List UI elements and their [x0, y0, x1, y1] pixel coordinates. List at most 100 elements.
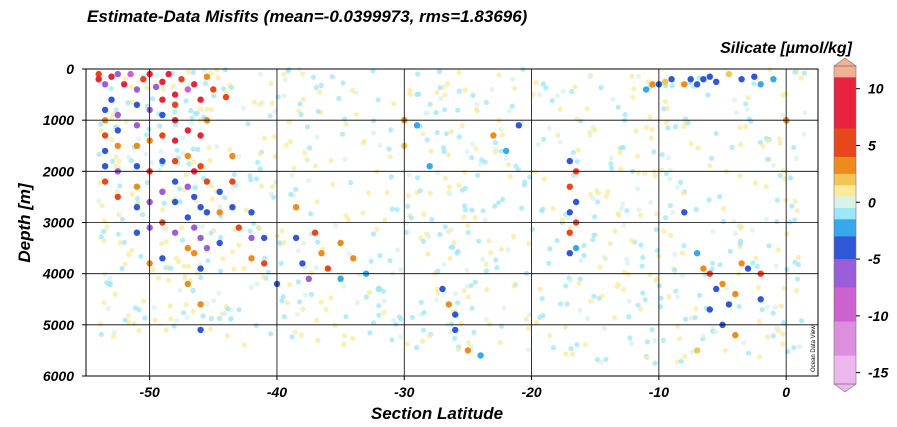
- faint-point: [505, 162, 511, 168]
- faint-point: [591, 232, 597, 238]
- faint-point: [626, 314, 632, 320]
- data-point: [191, 193, 198, 201]
- faint-point: [146, 126, 152, 132]
- faint-point: [469, 207, 475, 213]
- faint-point: [635, 302, 641, 308]
- data-point: [133, 204, 141, 211]
- faint-point: [300, 96, 306, 102]
- faint-point: [405, 192, 412, 199]
- faint-point: [268, 80, 274, 86]
- data-point: [732, 290, 739, 298]
- faint-point: [281, 314, 287, 320]
- faint-point: [222, 310, 228, 317]
- faint-point: [228, 84, 234, 91]
- faint-point: [398, 316, 404, 322]
- faint-point: [224, 333, 231, 339]
- data-point: [159, 157, 166, 165]
- faint-point: [387, 154, 393, 160]
- faint-point: [665, 105, 671, 111]
- faint-point: [672, 267, 678, 273]
- faint-point: [639, 263, 645, 269]
- faint-point: [97, 180, 103, 186]
- data-point: [248, 255, 255, 262]
- faint-point: [295, 279, 301, 285]
- faint-point: [506, 108, 512, 114]
- faint-point: [209, 196, 215, 202]
- faint-point: [436, 69, 442, 75]
- faint-point: [483, 268, 490, 274]
- faint-point: [429, 217, 435, 223]
- faint-point: [665, 155, 672, 161]
- y-tick-label: 3000: [43, 215, 74, 231]
- faint-point: [669, 83, 675, 89]
- data-point: [299, 260, 306, 267]
- faint-point: [770, 333, 776, 339]
- faint-point: [550, 345, 557, 351]
- faint-point: [160, 86, 166, 92]
- faint-point: [772, 304, 779, 310]
- data-point: [744, 265, 752, 272]
- faint-point: [474, 108, 480, 114]
- faint-point: [603, 193, 610, 199]
- faint-point: [416, 91, 422, 97]
- faint-point: [753, 255, 759, 261]
- faint-point: [194, 270, 200, 276]
- faint-point: [492, 203, 498, 209]
- faint-point: [110, 111, 116, 117]
- faint-point: [537, 314, 543, 321]
- faint-point: [341, 341, 347, 347]
- faint-point: [712, 329, 719, 335]
- faint-point: [176, 259, 182, 265]
- faint-point: [417, 188, 423, 194]
- faint-point: [437, 85, 443, 91]
- colorbar-swatch: [834, 139, 856, 147]
- faint-point: [273, 179, 279, 185]
- faint-point: [584, 106, 590, 112]
- faint-point: [780, 341, 786, 347]
- data-point: [235, 224, 242, 231]
- faint-point: [631, 86, 637, 92]
- faint-point: [519, 205, 525, 211]
- faint-point: [243, 207, 249, 213]
- faint-point: [98, 331, 104, 337]
- faint-point: [107, 275, 113, 281]
- faint-point: [752, 180, 759, 186]
- faint-point: [300, 71, 306, 77]
- faint-point: [661, 228, 667, 234]
- faint-point: [483, 99, 489, 106]
- faint-point: [192, 185, 198, 191]
- faint-point: [394, 247, 401, 253]
- faint-point: [105, 305, 111, 312]
- faint-point: [183, 172, 189, 178]
- faint-point: [656, 283, 662, 289]
- faint-point: [205, 258, 211, 264]
- faint-point: [670, 209, 676, 215]
- faint-point: [143, 151, 149, 157]
- faint-point: [123, 118, 129, 124]
- faint-point: [186, 69, 192, 75]
- faint-point: [199, 224, 205, 230]
- faint-point: [713, 130, 719, 136]
- data-point: [108, 73, 115, 80]
- faint-point: [638, 306, 644, 312]
- faint-point: [651, 149, 657, 155]
- faint-point: [174, 147, 180, 153]
- faint-point: [117, 240, 124, 246]
- faint-point: [676, 336, 683, 342]
- faint-point: [764, 216, 770, 222]
- faint-point: [126, 251, 132, 258]
- colorbar-swatch: [834, 111, 856, 118]
- faint-point: [197, 118, 203, 124]
- faint-point: [455, 347, 461, 353]
- colorbar-swatch: [834, 276, 856, 283]
- faint-point: [486, 321, 493, 327]
- faint-point: [595, 199, 601, 205]
- faint-point: [667, 176, 673, 182]
- faint-point: [679, 250, 686, 256]
- faint-point: [208, 316, 214, 322]
- faint-point: [595, 190, 601, 196]
- data-point: [248, 234, 255, 242]
- faint-point: [421, 211, 427, 217]
- faint-point: [697, 292, 703, 298]
- faint-point: [101, 237, 107, 244]
